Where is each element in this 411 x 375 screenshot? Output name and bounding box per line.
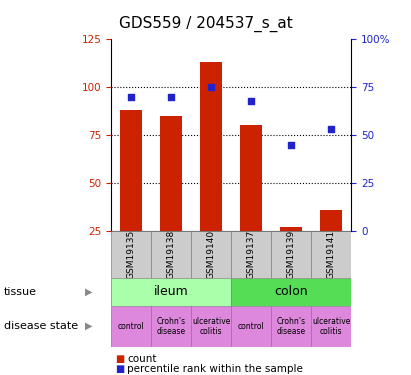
Bar <box>231 231 271 278</box>
Text: ▶: ▶ <box>85 286 92 297</box>
Bar <box>151 306 191 347</box>
Bar <box>240 125 262 231</box>
Bar <box>111 231 151 278</box>
Text: GSM19135: GSM19135 <box>127 230 136 279</box>
Bar <box>151 231 191 278</box>
Text: GSM19138: GSM19138 <box>166 230 175 279</box>
Bar <box>111 278 231 306</box>
Point <box>248 98 254 104</box>
Bar <box>111 306 151 347</box>
Bar <box>280 227 302 231</box>
Bar <box>320 210 342 231</box>
Point <box>288 142 295 148</box>
Text: control: control <box>118 322 144 331</box>
Text: ▶: ▶ <box>85 321 92 331</box>
Point <box>328 126 335 132</box>
Text: ulcerative
colitis: ulcerative colitis <box>312 316 351 336</box>
Text: ■: ■ <box>115 364 125 374</box>
Text: Crohn’s
disease: Crohn’s disease <box>277 316 306 336</box>
Point <box>208 84 215 90</box>
Text: count: count <box>127 354 157 364</box>
Text: GSM19137: GSM19137 <box>247 230 256 279</box>
Text: ileum: ileum <box>154 285 189 298</box>
Text: tissue: tissue <box>4 286 37 297</box>
Bar <box>231 306 271 347</box>
Bar <box>271 231 311 278</box>
Text: disease state: disease state <box>4 321 78 331</box>
Bar <box>271 306 311 347</box>
Bar <box>200 62 222 231</box>
Text: GDS559 / 204537_s_at: GDS559 / 204537_s_at <box>119 16 292 33</box>
Point <box>128 94 134 100</box>
Text: percentile rank within the sample: percentile rank within the sample <box>127 364 303 374</box>
Text: ■: ■ <box>115 354 125 364</box>
Bar <box>311 306 351 347</box>
Text: ulcerative
colitis: ulcerative colitis <box>192 316 230 336</box>
Text: GSM19140: GSM19140 <box>207 230 216 279</box>
Text: colon: colon <box>275 285 308 298</box>
Point <box>168 94 174 100</box>
Bar <box>191 306 231 347</box>
Bar <box>191 231 231 278</box>
Text: GSM19139: GSM19139 <box>287 230 296 279</box>
Bar <box>160 116 182 231</box>
Text: Crohn’s
disease: Crohn’s disease <box>157 316 186 336</box>
Text: GSM19141: GSM19141 <box>327 230 336 279</box>
Bar <box>120 110 142 231</box>
Text: control: control <box>238 322 265 331</box>
Bar <box>311 231 351 278</box>
Bar <box>231 278 351 306</box>
